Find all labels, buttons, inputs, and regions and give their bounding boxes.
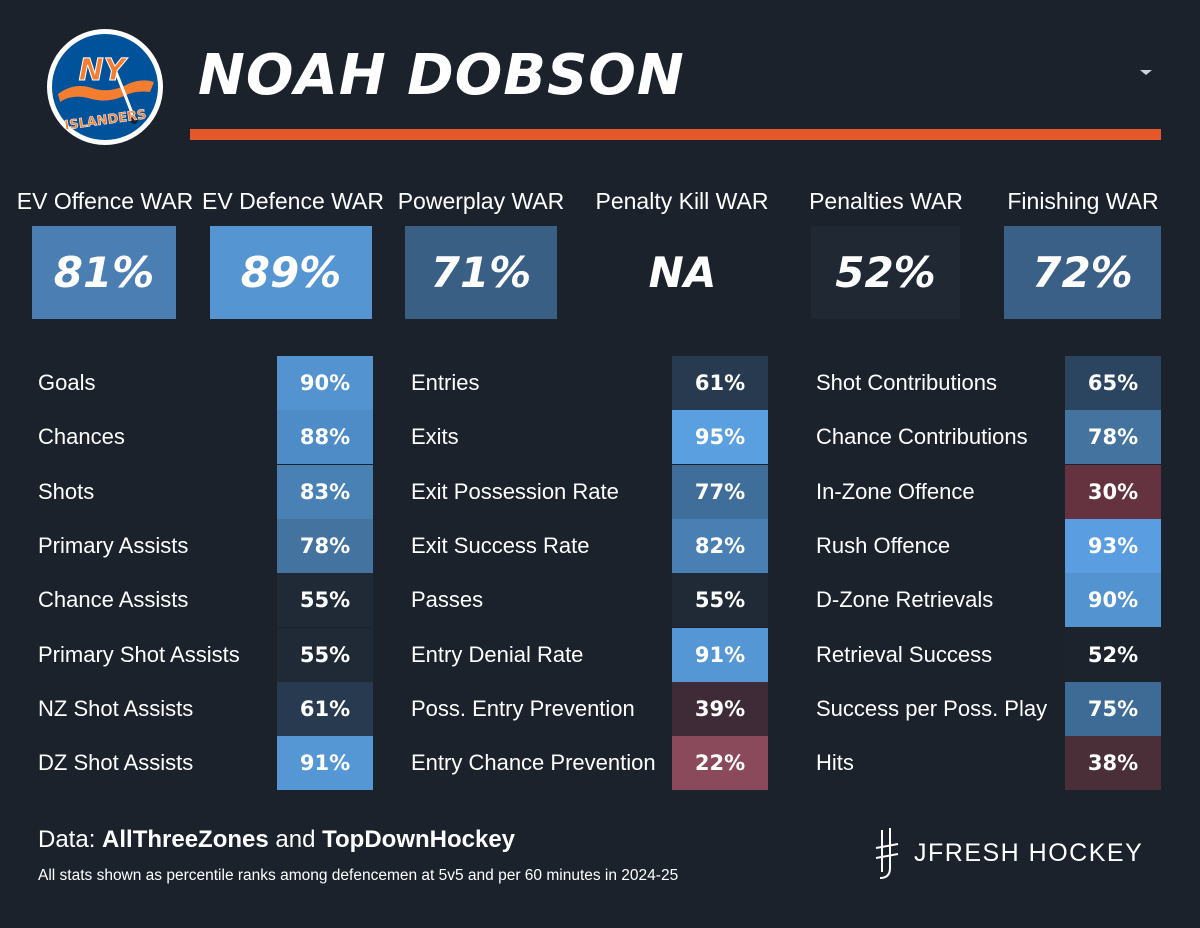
jfresh-logo-icon <box>875 828 899 879</box>
metric-label: Goals <box>38 370 96 395</box>
metric-label: Poss. Entry Prevention <box>411 696 635 721</box>
source-connector: and <box>268 826 323 853</box>
metric-row: Chance Contributions 78% <box>816 410 1161 464</box>
metric-label: Shots <box>38 479 95 504</box>
player-name: NOAH DOBSON <box>198 43 685 108</box>
metric-label: Entry Denial Rate <box>411 642 584 667</box>
metric-row: Hits 38% <box>816 736 1161 790</box>
metric-row: DZ Shot Assists 91% <box>38 736 373 790</box>
metric-row: In-Zone Offence 30% <box>816 465 1161 519</box>
metric-percentile: 38% <box>1065 736 1161 790</box>
metric-label: Exit Possession Rate <box>411 479 619 504</box>
metric-row: Rush Offence 93% <box>816 519 1161 573</box>
metric-row: Primary Assists 78% <box>38 519 373 573</box>
metric-percentile: 77% <box>672 465 768 519</box>
metric-row: Exit Possession Rate 77% <box>411 465 768 519</box>
metric-label: Chances <box>38 424 125 449</box>
metric-percentile: 61% <box>277 682 373 736</box>
metric-label: Shot Contributions <box>816 370 997 395</box>
metric-row: Exit Success Rate 82% <box>411 519 768 573</box>
metric-label: Entries <box>411 370 480 395</box>
metric-percentile: 75% <box>1065 682 1161 736</box>
metric-percentile: 55% <box>277 628 373 682</box>
metric-percentile: 91% <box>277 736 373 790</box>
brand-name: JFRESH HOCKEY <box>914 839 1144 867</box>
chevron-down-icon[interactable] <box>1140 70 1152 75</box>
war-value-box: 81% <box>32 226 176 319</box>
metric-percentile: 55% <box>672 573 768 627</box>
data-source-line: Data: AllThreeZones and TopDownHockey <box>38 824 515 856</box>
metric-row: Entries 61% <box>411 356 768 410</box>
metric-label: Hits <box>816 750 854 775</box>
war-value-box: 71% <box>405 226 557 319</box>
metric-percentile: 22% <box>672 736 768 790</box>
metric-row: Goals 90% <box>38 356 373 410</box>
metric-label: NZ Shot Assists <box>38 696 194 721</box>
metric-label: D-Zone Retrievals <box>816 587 994 612</box>
islanders-logo: NY ISLANDERS <box>47 29 163 145</box>
war-label: Penalty Kill WAR <box>595 188 769 214</box>
war-label: EV Defence WAR <box>202 188 384 214</box>
metric-label: Chance Assists <box>38 587 189 612</box>
metric-percentile: 83% <box>277 465 373 519</box>
metric-label: In-Zone Offence <box>816 479 975 504</box>
metric-percentile: 90% <box>1065 573 1161 627</box>
war-label: EV Offence WAR <box>16 188 194 214</box>
war-value-box: 72% <box>1004 226 1161 319</box>
metric-row: Shot Contributions 65% <box>816 356 1161 410</box>
methodology-note: All stats shown as percentile ranks amon… <box>38 867 679 884</box>
metric-percentile: 88% <box>277 410 373 464</box>
metric-percentile: 52% <box>1065 628 1161 682</box>
metric-label: Exits <box>411 424 459 449</box>
metric-percentile: 91% <box>672 628 768 682</box>
metric-row: Exits 95% <box>411 410 768 464</box>
metric-row: D-Zone Retrievals 90% <box>816 573 1161 627</box>
metric-row: Passes 55% <box>411 573 768 627</box>
war-value-box: NA <box>605 226 760 319</box>
metric-row: Success per Poss. Play 75% <box>816 682 1161 736</box>
metric-label: Success per Poss. Play <box>816 696 1048 721</box>
metric-row: Chance Assists 55% <box>38 573 373 627</box>
war-label: Penalties WAR <box>809 188 963 214</box>
metric-row: Shots 83% <box>38 465 373 519</box>
metric-row: NZ Shot Assists 61% <box>38 682 373 736</box>
metric-row: Retrieval Success 52% <box>816 628 1161 682</box>
metric-percentile: 93% <box>1065 519 1161 573</box>
metric-percentile: 82% <box>672 519 768 573</box>
metric-row: Poss. Entry Prevention 39% <box>411 682 768 736</box>
metric-label: Passes <box>411 587 484 612</box>
metric-label: Primary Assists <box>38 533 189 558</box>
metric-percentile: 30% <box>1065 465 1161 519</box>
source-allthreezones: AllThreeZones <box>102 826 269 853</box>
war-label: Powerplay WAR <box>397 188 565 214</box>
metric-label: Primary Shot Assists <box>38 642 240 667</box>
metric-label: Chance Contributions <box>816 424 1028 449</box>
metric-label: Exit Success Rate <box>411 533 590 558</box>
metric-percentile: 39% <box>672 682 768 736</box>
metric-percentile: 61% <box>672 356 768 410</box>
metric-label: Rush Offence <box>816 533 951 558</box>
metric-percentile: 78% <box>1065 410 1161 464</box>
metric-percentile: 65% <box>1065 356 1161 410</box>
metric-row: Chances 88% <box>38 410 373 464</box>
metric-percentile: 55% <box>277 573 373 627</box>
metric-row: Entry Denial Rate 91% <box>411 628 768 682</box>
metric-row: Entry Chance Prevention 22% <box>411 736 768 790</box>
metric-label: Retrieval Success <box>816 642 993 667</box>
metric-percentile: 78% <box>277 519 373 573</box>
war-label: Finishing WAR <box>1007 188 1159 214</box>
metric-label: DZ Shot Assists <box>38 750 194 775</box>
source-topdownhockey: TopDownHockey <box>322 826 516 853</box>
accent-divider <box>190 129 1161 140</box>
metric-row: Primary Shot Assists 55% <box>38 628 373 682</box>
war-value-box: 52% <box>811 226 960 319</box>
metric-percentile: 90% <box>277 356 373 410</box>
data-prefix: Data: <box>38 826 103 853</box>
metric-percentile: 95% <box>672 410 768 464</box>
logo-ny-text: NY <box>79 53 129 88</box>
metric-label: Entry Chance Prevention <box>411 750 656 775</box>
war-value-box: 89% <box>210 226 372 319</box>
